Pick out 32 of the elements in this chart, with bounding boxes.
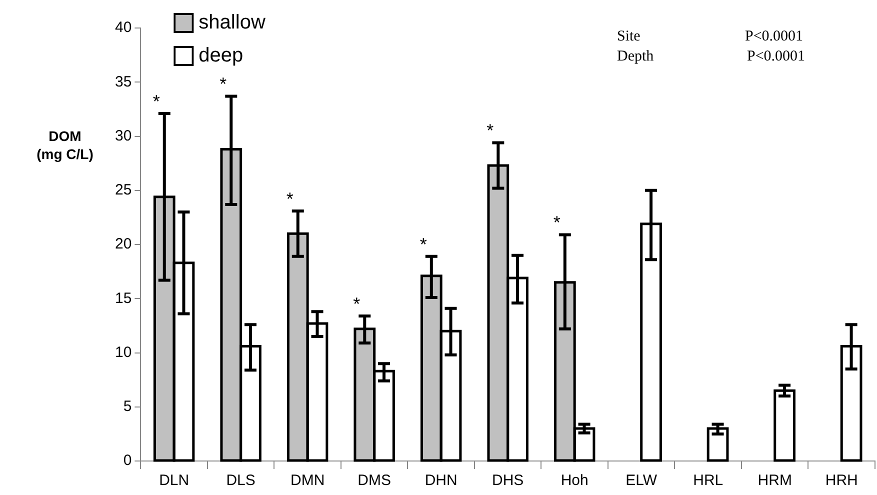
y-tick-label: 20: [114, 236, 132, 253]
x-tick-label: Hoh: [560, 472, 588, 490]
text: Depth P<0.0001: [617, 48, 806, 64]
y-tick-label: 0: [123, 452, 132, 470]
y-tick-label: 30: [114, 127, 132, 144]
y-tick-label: 15: [114, 290, 132, 307]
y-tick-label: 35: [114, 73, 132, 90]
x-tick-label: HRM: [758, 472, 792, 490]
y-tick-label: 40: [114, 19, 132, 36]
x-tick-label: DHN: [424, 472, 458, 490]
annotation: *: [152, 91, 160, 112]
annotation: *: [553, 212, 560, 233]
annotation: *: [353, 294, 360, 314]
legend-label: deep: [198, 44, 244, 67]
x-tick-label: DLS: [226, 472, 256, 490]
annotation: *: [420, 234, 427, 254]
annotation: *: [286, 188, 294, 209]
x-tick-label: ELW: [626, 472, 658, 490]
y-tick-label: 10: [114, 344, 132, 361]
x-tick-label: DMS: [358, 472, 391, 490]
y-tick-label: 25: [114, 182, 132, 199]
legend-label: shallow: [198, 12, 266, 34]
x-tick-label: DMN: [290, 472, 325, 490]
x-tick-label: DHS: [492, 472, 524, 490]
annotation: *: [220, 74, 227, 94]
annotation: *: [486, 120, 494, 141]
x-tick-label: DLN: [159, 472, 190, 490]
y-axis-title: DOM (mg C/L): [36, 128, 94, 162]
y-tick-label: 5: [123, 398, 132, 416]
x-tick-label: HRH: [825, 472, 858, 490]
x-tick-label: HRL: [693, 472, 724, 490]
text: Site P<0.0001: [617, 28, 804, 44]
